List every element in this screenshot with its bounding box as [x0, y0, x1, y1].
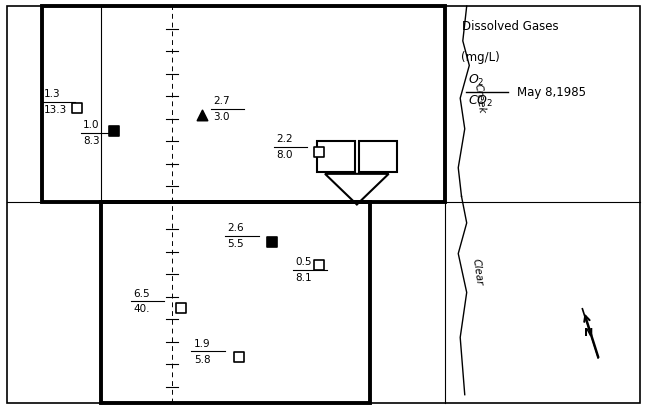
- Text: May 8,1985: May 8,1985: [517, 85, 586, 99]
- Text: Creek: Creek: [473, 83, 487, 114]
- Text: 3.0: 3.0: [213, 112, 229, 122]
- Text: (mg/L): (mg/L): [462, 51, 501, 64]
- Text: N: N: [584, 328, 593, 338]
- Text: 1.9: 1.9: [194, 339, 211, 349]
- Text: 5.8: 5.8: [194, 355, 211, 364]
- Text: Clear: Clear: [471, 258, 485, 286]
- Point: [109, 128, 119, 134]
- Text: 8.3: 8.3: [83, 136, 100, 146]
- Point: [313, 149, 324, 155]
- Text: 8.0: 8.0: [276, 150, 292, 160]
- Bar: [101, 202, 370, 403]
- Text: 40.: 40.: [133, 304, 150, 314]
- Text: 1.0: 1.0: [83, 120, 99, 130]
- Text: Dissolved Gases: Dissolved Gases: [462, 20, 558, 34]
- Text: 13.3: 13.3: [44, 105, 68, 115]
- Text: 2.2: 2.2: [276, 135, 293, 144]
- Point: [196, 112, 207, 119]
- Point: [234, 353, 244, 360]
- Point: [72, 105, 82, 112]
- Text: 0.5: 0.5: [296, 257, 312, 267]
- Point: [313, 262, 324, 268]
- Text: 8.1: 8.1: [296, 273, 313, 283]
- Point: [176, 304, 186, 311]
- Text: 1.3: 1.3: [44, 90, 61, 99]
- Bar: [42, 6, 445, 202]
- Text: $O_2$: $O_2$: [468, 73, 484, 88]
- Text: 2.6: 2.6: [227, 223, 244, 233]
- Point: [266, 239, 277, 245]
- Text: 2.7: 2.7: [213, 97, 230, 106]
- Text: 6.5: 6.5: [133, 289, 150, 299]
- Text: 5.5: 5.5: [227, 239, 244, 249]
- Bar: [317, 141, 355, 172]
- Text: $CO_2$: $CO_2$: [468, 94, 493, 109]
- Bar: [359, 141, 396, 172]
